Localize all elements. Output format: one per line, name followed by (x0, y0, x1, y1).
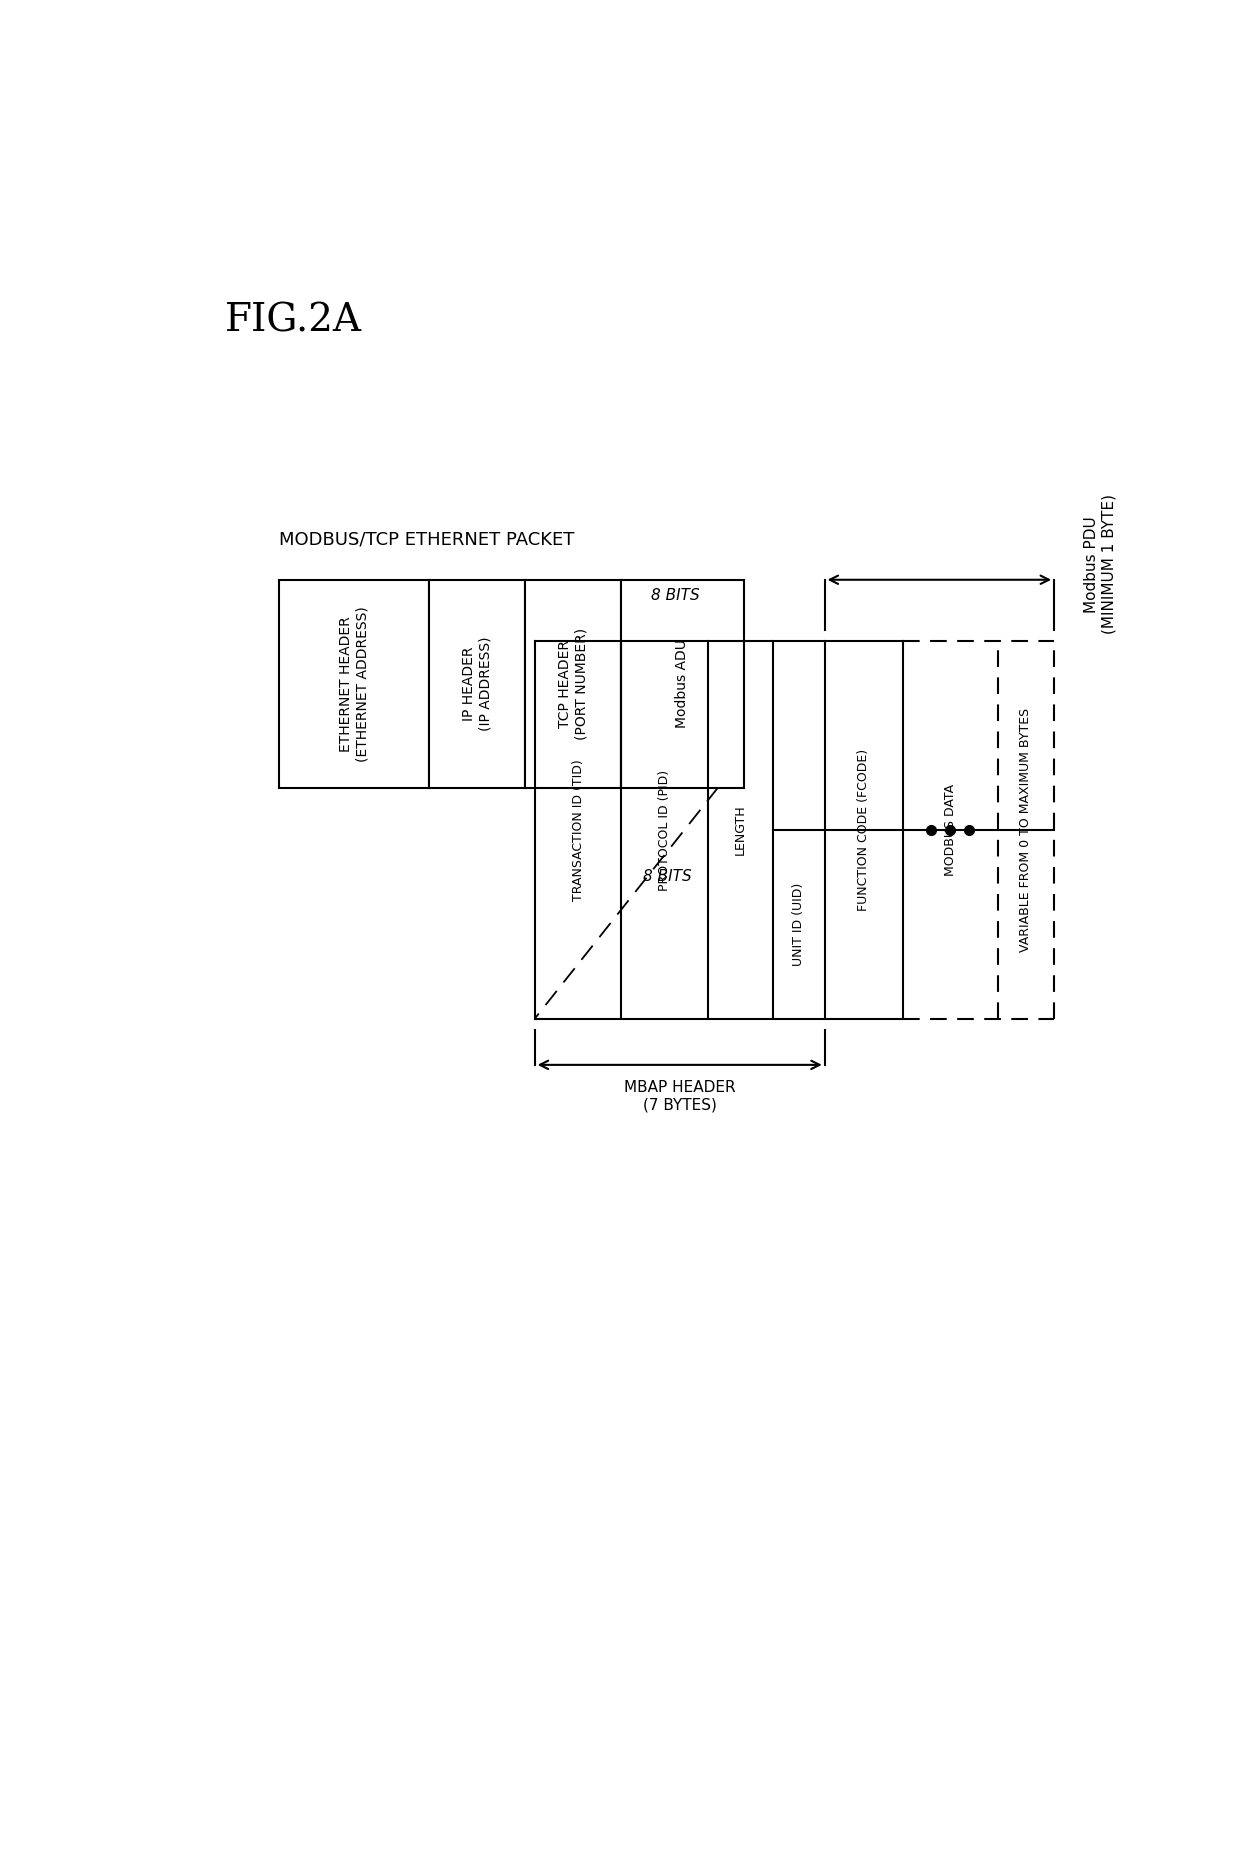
Text: Modbus ADU: Modbus ADU (676, 640, 689, 729)
Text: FIG.2A: FIG.2A (224, 302, 362, 339)
Text: VARIABLE FROM 0 TO MAXIMUM BYTES: VARIABLE FROM 0 TO MAXIMUM BYTES (1019, 708, 1033, 953)
Text: MODBUS/TCP ETHERNET PACKET: MODBUS/TCP ETHERNET PACKET (279, 530, 574, 549)
Text: TCP HEADER
(PORT NUMBER): TCP HEADER (PORT NUMBER) (558, 629, 588, 740)
Text: 8 BITS: 8 BITS (651, 588, 699, 603)
Text: TRANSACTION ID (TID): TRANSACTION ID (TID) (572, 758, 584, 901)
Text: IP HEADER
(IP ADDRESS): IP HEADER (IP ADDRESS) (463, 636, 492, 730)
Bar (621, 580, 744, 788)
Text: MODBUS DATA: MODBUS DATA (944, 784, 956, 877)
Text: Modbus PDU
(MINIMUM 1 BYTE): Modbus PDU (MINIMUM 1 BYTE) (1084, 495, 1117, 634)
Bar (429, 580, 526, 788)
Bar (526, 580, 621, 788)
Text: MBAP HEADER
(7 BYTES): MBAP HEADER (7 BYTES) (624, 1081, 735, 1112)
Text: PROTOCOL ID (PID): PROTOCOL ID (PID) (658, 769, 671, 890)
Text: 8 BITS: 8 BITS (644, 870, 692, 884)
Bar (279, 580, 429, 788)
Text: FUNCTION CODE (FCODE): FUNCTION CODE (FCODE) (857, 749, 870, 910)
Text: LENGTH: LENGTH (734, 805, 746, 855)
Text: ETHERNET HEADER
(ETHERNET ADDRESS): ETHERNET HEADER (ETHERNET ADDRESS) (339, 606, 370, 762)
Text: UNIT ID (UID): UNIT ID (UID) (792, 883, 805, 966)
